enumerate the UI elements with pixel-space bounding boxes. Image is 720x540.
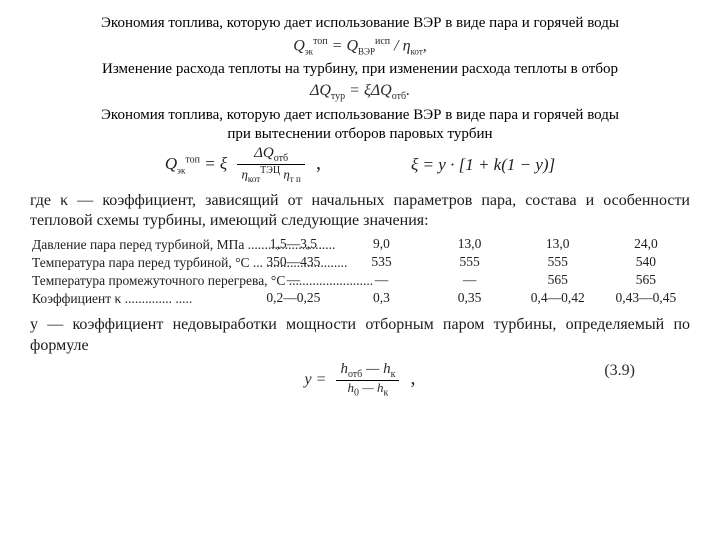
formula-3-den: ηкотТЭЦ ηт п [237, 165, 304, 185]
formula-4-eqnum: (3.9) [604, 362, 635, 380]
formula-3-tail: , [316, 152, 321, 174]
table-cell: 0,3 [337, 289, 425, 307]
table-row: Коэффициент κ .............. .....0,2—0,… [30, 289, 690, 307]
table-cell: 9,0 [337, 235, 425, 253]
formula-4-tail: , [410, 367, 415, 389]
formula-3-lead: Qэктоп = ξ [165, 154, 227, 173]
formula-4-den: h0 — hк [336, 381, 399, 399]
desc-kappa: где κ — коэффициент, зависящий от началь… [30, 191, 690, 232]
formula-4-num: hотб — hк [336, 362, 399, 381]
table-cell: 555 [426, 253, 514, 271]
formula-3-right: ξ = y · [1 + k(1 − y)] [411, 155, 555, 175]
table-cell: 565 [602, 271, 690, 289]
formula-4: y = hотб — hк h0 — hк , (3.9) [30, 362, 690, 399]
table-row-label: Коэффициент κ .............. ..... [30, 289, 249, 307]
formula-4-frac: hотб — hк h0 — hк [336, 362, 399, 399]
table-row: Температура пара перед турбиной, °С ... … [30, 253, 690, 271]
table-cell: 24,0 [602, 235, 690, 253]
formula-3-frac: ΔQотб ηкотТЭЦ ηт п [237, 146, 304, 185]
table-cell: 13,0 [426, 235, 514, 253]
table-row-label: Температура пара перед турбиной, °С ... … [30, 253, 249, 271]
caption-econ-2b: при вытеснении отборов паровых турбин [30, 125, 690, 144]
param-table: Давление пара перед турбиной, МПа ......… [30, 235, 690, 307]
table-row-label: Давление пара перед турбиной, МПа ......… [30, 235, 249, 253]
table-cell: 0,2—0,25 [249, 289, 337, 307]
table-row: Температура промежуточного перегрева, °С… [30, 271, 690, 289]
formula-3-num: ΔQотб [237, 146, 304, 165]
formula-3-row: Qэктоп = ξ ΔQотб ηкотТЭЦ ηт п , ξ = y · … [30, 146, 690, 185]
table-cell: 0,43—0,45 [602, 289, 690, 307]
table-cell: 0,4—0,42 [514, 289, 602, 307]
caption-econ-1: Экономия топлива, которую дает использов… [30, 14, 690, 33]
table-row-label: Температура промежуточного перегрева, °С… [30, 271, 249, 289]
caption-delta-q: Изменение расхода теплоты на турбину, пр… [30, 60, 690, 79]
table-cell: 565 [514, 271, 602, 289]
formula-3-left: Qэктоп = ξ ΔQотб ηкотТЭЦ ηт п , [165, 146, 321, 185]
caption-econ-2a: Экономия топлива, которую дает использов… [30, 106, 690, 125]
table-cell: 535 [337, 253, 425, 271]
table-cell: 13,0 [514, 235, 602, 253]
desc-y: y — коэффициент недовыработки мощности о… [30, 315, 690, 356]
table-row: Давление пара перед турбиной, МПа ......… [30, 235, 690, 253]
formula-1: Qэктоп = QВЭРисп / ηкот, [30, 36, 690, 57]
table-cell: — [426, 271, 514, 289]
table-cell: 555 [514, 253, 602, 271]
table-cell: 540 [602, 253, 690, 271]
formula-2: ΔQтур = ξΔQотб. [30, 82, 690, 102]
formula-4-lead: y = [305, 371, 327, 388]
table-cell: 0,35 [426, 289, 514, 307]
